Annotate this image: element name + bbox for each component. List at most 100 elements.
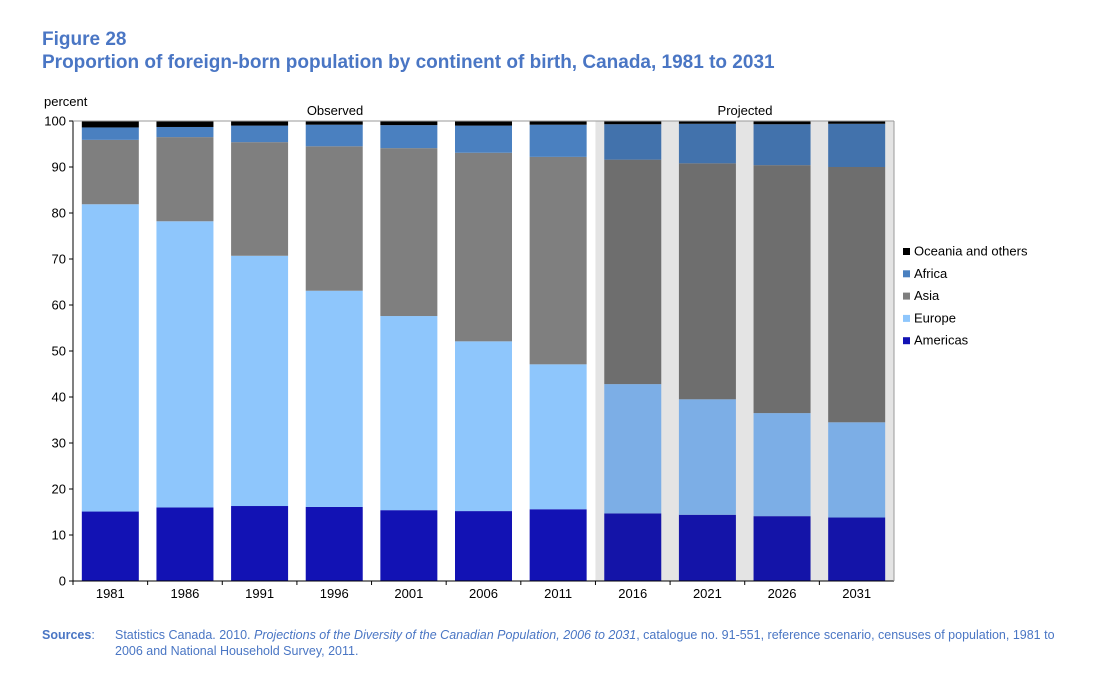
bar-europe-2001 [380,316,438,511]
bar-americas-1991 [231,506,289,581]
y-tick-label: 60 [52,298,66,313]
bar-asia-1986 [156,137,214,222]
bar-africa-1991 [231,125,289,143]
bar-americas-2006 [455,511,512,581]
bar-asia-1996 [305,146,363,291]
y-tick-label: 80 [52,206,66,221]
bar-africa-1986 [156,126,214,138]
x-tick-label: 2016 [618,586,647,601]
bar-oceania-and-others-2031 [828,121,886,124]
bar-oceania-and-others-1981 [81,121,139,128]
y-tick-label: 30 [52,436,66,451]
legend-label-africa: Africa [914,266,948,281]
x-tick-label: 2031 [842,586,871,601]
bar-oceania-and-others-1986 [156,121,214,127]
bar-africa-2001 [380,125,438,149]
y-tick-label: 10 [52,528,66,543]
x-tick-label: 2026 [768,586,797,601]
legend-swatch-americas [903,337,910,345]
bar-oceania-and-others-2026 [753,121,811,125]
bar-americas-2026 [753,516,811,581]
bar-africa-2026 [753,124,811,166]
y-axis-ticks: 0 10 20 30 40 50 60 70 80 90 100 [44,114,73,589]
bar-asia-1991 [231,142,289,256]
bar-europe-2016 [604,384,662,514]
y-tick-label: 90 [52,160,66,175]
bar-americas-2021 [678,514,736,581]
bar-oceania-and-others-2001 [380,121,438,126]
y-tick-label: 70 [52,252,66,267]
figure-label: Figure 28 [42,29,127,50]
x-axis-ticks: 1981 1986 1991 1996 2001 2006 2011 2016 2021 2026… [72,581,871,601]
sources-label: Sources: [42,628,95,642]
bar-africa-2031 [828,123,886,167]
y-tick-label: 20 [52,482,66,497]
y-tick-label: 0 [59,574,66,589]
y-axis-label: percent [44,94,88,109]
legend-swatch-europe [903,314,910,322]
bar-asia-2031 [828,167,886,423]
sources-publication-title: Projections of the Diversity of the Cana… [253,628,637,642]
bar-oceania-and-others-1991 [231,121,289,126]
sources-text: Statistics Canada. 2010. Projections of … [115,627,1065,659]
legend-swatch-africa [903,270,910,278]
bar-europe-1991 [231,255,289,507]
bar-asia-2026 [753,165,811,414]
stacked-bar-chart: percent Observed Projected 0 10 20 30 40 50 60… [44,94,1028,601]
x-tick-label: 2001 [394,586,423,601]
chart-title: Proportion of foreign-born population by… [42,52,775,73]
legend-label-asia: Asia [914,288,940,303]
bar-oceania-and-others-2011 [529,121,587,125]
bar-europe-2026 [753,413,811,517]
legend: Oceania and others Africa Asia Europe Americ… [903,244,1028,348]
bar-oceania-and-others-2016 [604,121,662,125]
bar-europe-1986 [156,221,214,508]
x-tick-label: 1991 [245,586,274,601]
bar-asia-2016 [604,159,662,385]
bar-europe-2031 [828,422,886,518]
y-tick-label: 40 [52,390,66,405]
sources-note: Sources: Statistics Canada. 2010. Projec… [42,627,1062,658]
bar-europe-2011 [529,364,587,510]
bar-africa-2006 [455,125,512,153]
sources-text-after: , catalogue no. 91-551, reference scenar… [115,628,1055,658]
bar-europe-1981 [81,204,139,512]
bar-asia-1981 [81,139,139,205]
bar-africa-2021 [678,123,736,164]
observed-label: Observed [307,103,363,118]
bar-series [81,121,886,581]
bar-europe-1996 [305,290,363,507]
legend-label-oceania-and-others: Oceania and others [914,244,1028,259]
x-tick-label: 2011 [544,586,572,601]
bar-americas-1981 [81,511,139,581]
bar-asia-2001 [380,148,438,317]
legend-label-europe: Europe [914,310,956,325]
bar-americas-2016 [604,513,662,581]
bar-africa-2016 [604,124,662,160]
bar-africa-1981 [81,127,139,140]
sources-text-before: Statistics Canada. 2010. [115,628,254,642]
axes [72,120,895,582]
bar-americas-1986 [156,507,214,581]
bar-asia-2021 [678,163,736,400]
y-tick-label: 50 [52,344,66,359]
bar-americas-2001 [380,510,438,581]
bar-asia-2011 [529,156,587,365]
bar-europe-2021 [678,399,736,515]
bar-americas-2031 [828,517,886,581]
legend-label-americas: Americas [914,333,969,348]
legend-swatch-asia [903,292,910,300]
x-tick-label: 1996 [320,586,349,601]
x-tick-label: 1986 [170,586,199,601]
projected-label: Projected [718,103,773,118]
bar-africa-2011 [529,124,587,157]
bar-oceania-and-others-2021 [678,121,736,124]
legend-swatch-oceania-and-others [903,248,910,255]
y-tick-label: 100 [44,114,66,129]
x-tick-label: 2021 [693,586,722,601]
bar-oceania-and-others-2006 [455,121,512,126]
x-tick-label: 2006 [469,586,498,601]
bar-americas-1996 [305,506,363,581]
bar-americas-2011 [529,509,587,581]
bar-europe-2006 [455,341,512,512]
